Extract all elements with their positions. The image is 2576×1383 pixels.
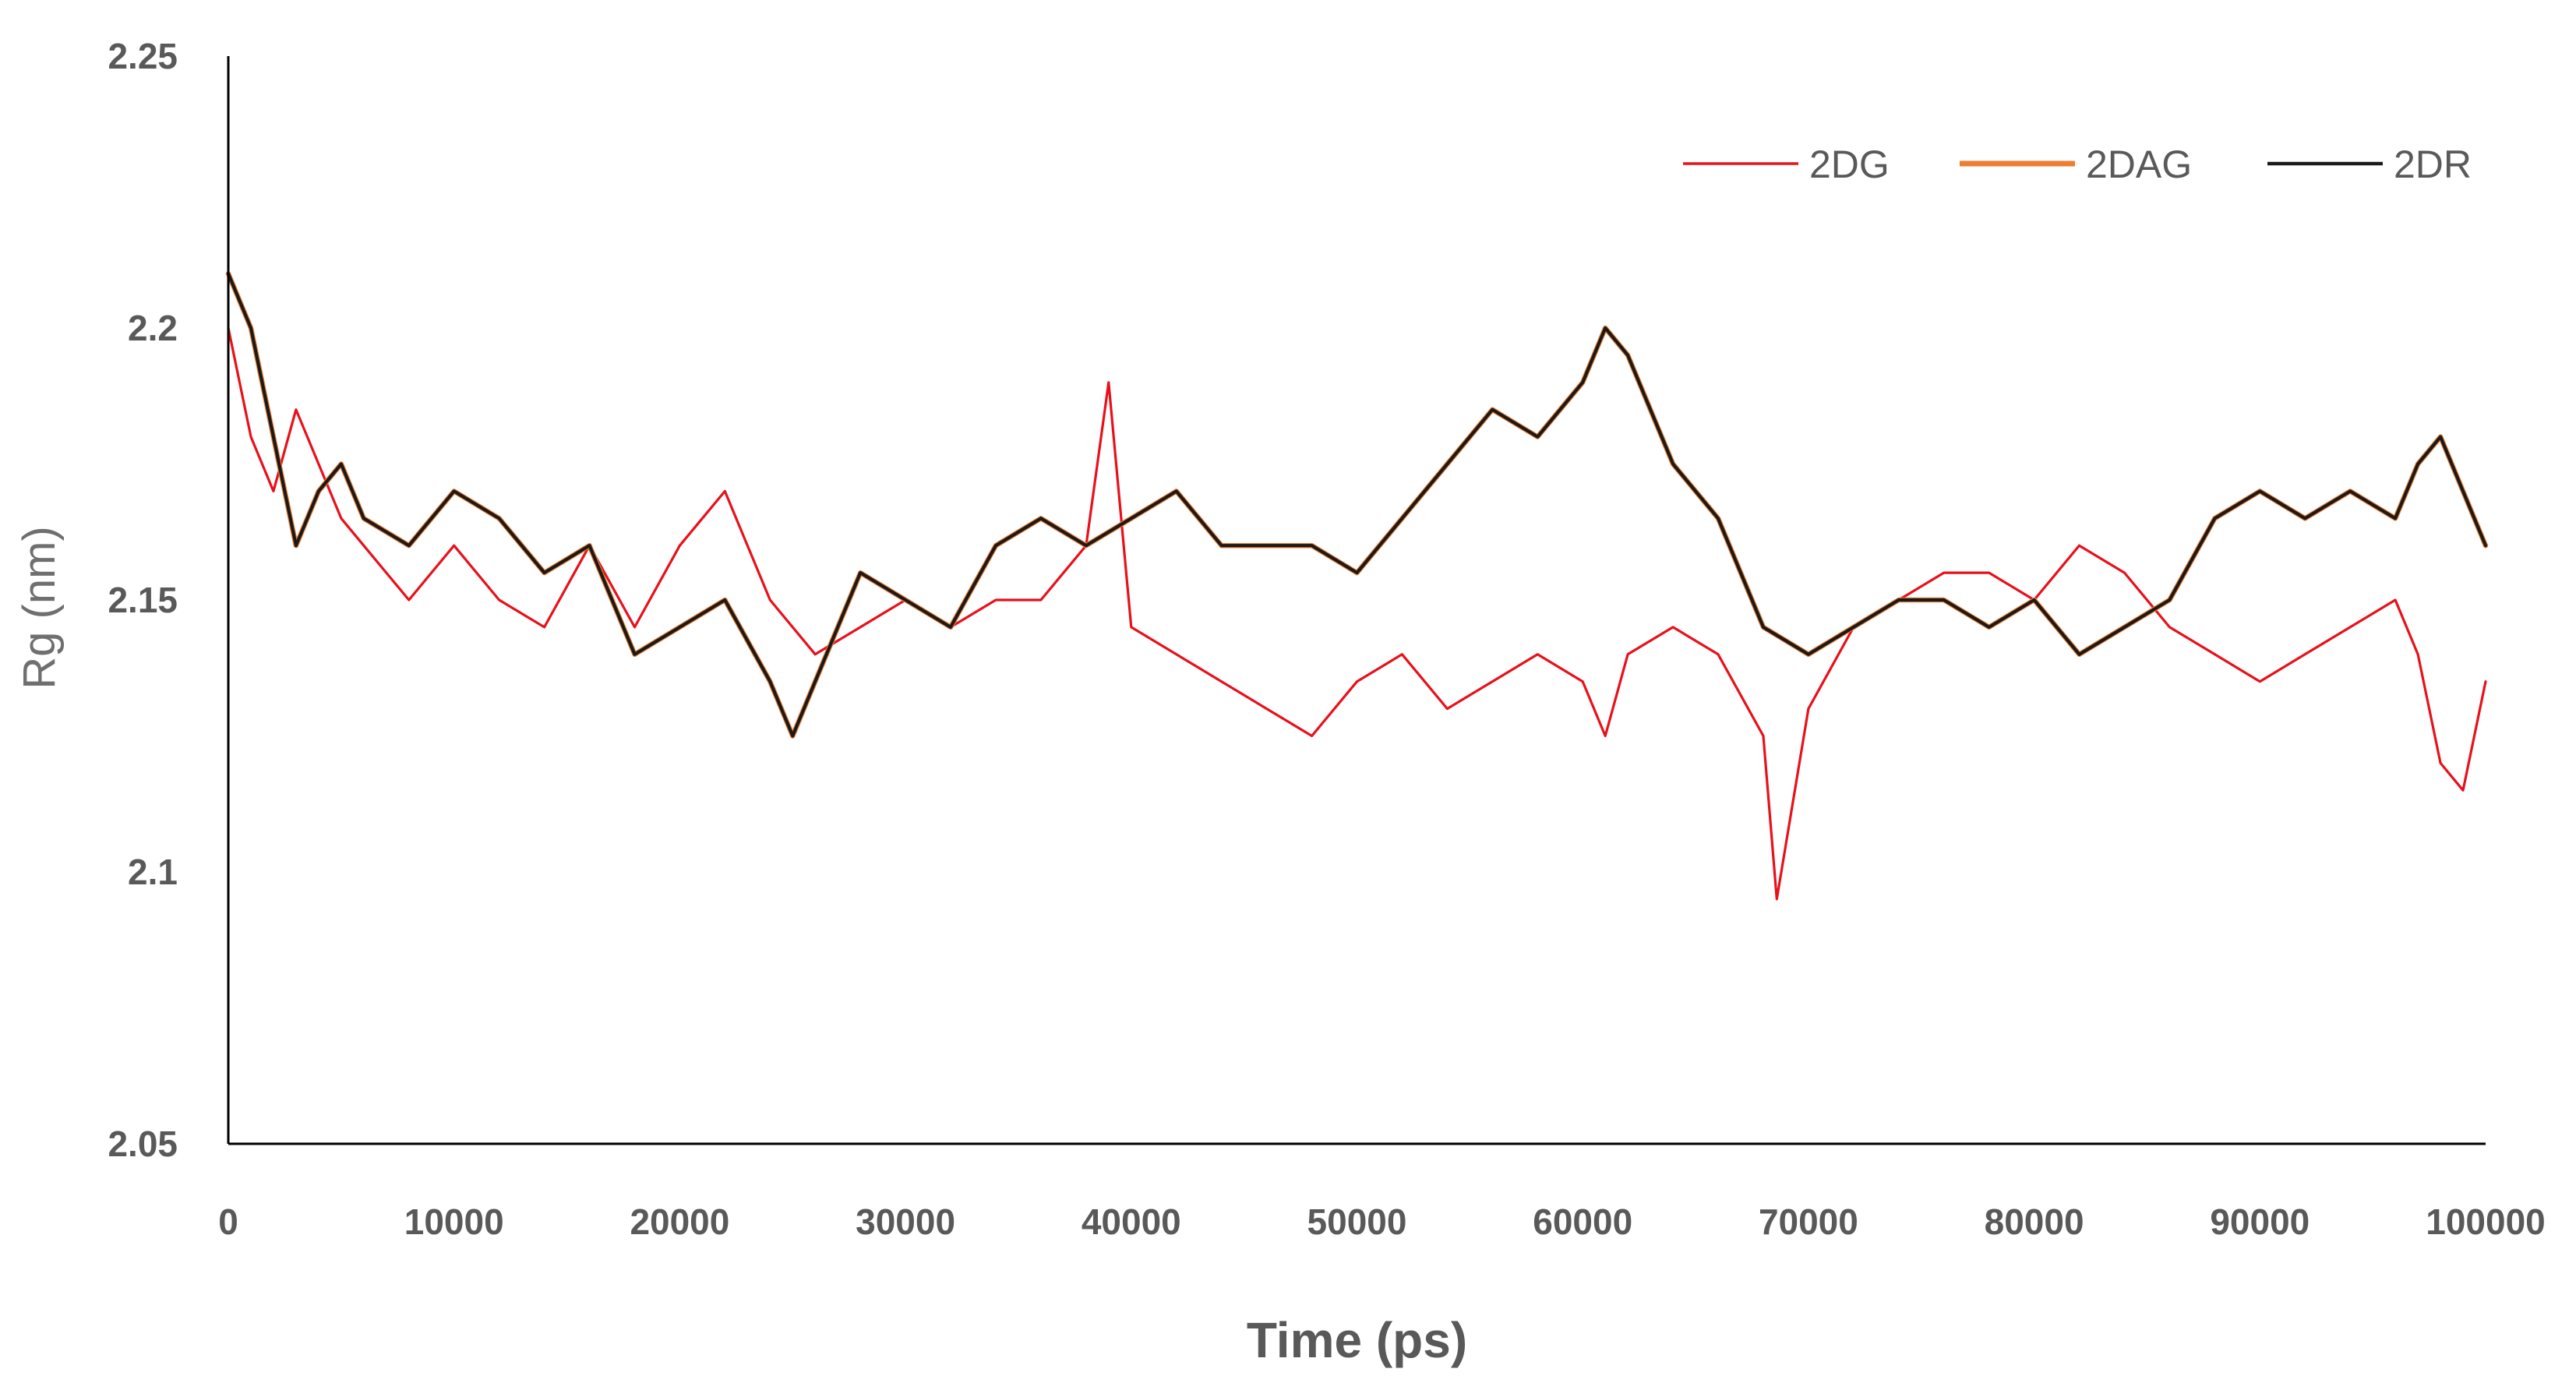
x-tick-label: 100000 (2426, 1201, 2546, 1242)
x-tick-label: 30000 (856, 1201, 955, 1242)
x-axis-title: Time (ps) (1247, 1312, 1467, 1368)
x-tick-label: 60000 (1533, 1201, 1632, 1242)
series-line-2dg (227, 326, 2487, 901)
legend-label-2dg: 2DG (1809, 143, 1890, 186)
y-tick-label: 2.25 (108, 36, 178, 76)
x-tick-label: 20000 (630, 1201, 729, 1242)
legend: 2DG 2DAG 2DR (1683, 143, 2472, 186)
x-tick-label: 10000 (404, 1201, 504, 1242)
y-tick-label: 2.05 (108, 1124, 178, 1164)
y-tick-label: 2.2 (128, 308, 178, 348)
series-line-2dr (226, 272, 2488, 738)
series-line-2dag (225, 270, 2489, 739)
y-tick-label: 2.15 (108, 580, 178, 620)
x-tick-label: 80000 (1985, 1201, 2084, 1242)
x-tick-label: 0 (218, 1201, 238, 1242)
axis-layer (227, 56, 2486, 1145)
y-tick-labels: 2.05 2.1 2.15 2.2 2.25 (108, 36, 178, 1164)
y-axis-title: Rg (nm) (14, 526, 65, 689)
y-tick-label: 2.1 (128, 852, 178, 892)
x-tick-label: 40000 (1082, 1201, 1181, 1242)
legend-label-2dag: 2DAG (2086, 143, 2192, 186)
x-tick-labels: 0 10000 20000 30000 40000 50000 60000 70000 8000… (218, 1201, 2546, 1242)
series-layer (225, 270, 2489, 901)
x-tick-label: 90000 (2210, 1201, 2310, 1242)
x-tick-label: 70000 (1759, 1201, 1858, 1242)
legend-label-2dr: 2DR (2394, 143, 2472, 186)
x-tick-label: 50000 (1307, 1201, 1407, 1242)
